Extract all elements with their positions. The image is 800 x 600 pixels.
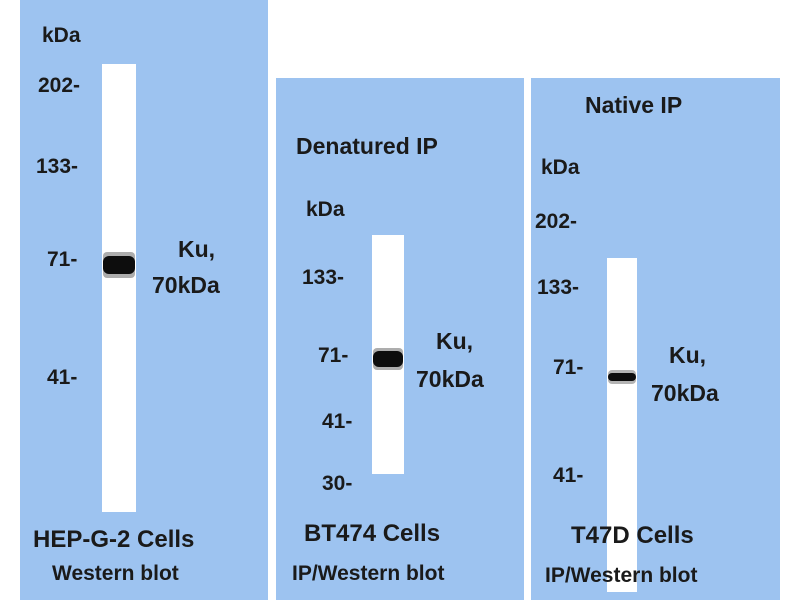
marker-202: 202- [38,74,81,97]
panel-hepg2: kDa 202- 133- 71- 41- Ku, 70kDa HEP-G-2 … [20,0,268,600]
panel-header: Native IP [585,92,683,118]
marker-71: 71- [553,356,584,379]
band-label-ku: Ku, [178,236,216,262]
marker-133: 133- [537,276,580,299]
marker-41: 41- [47,366,78,389]
cell-line-label: BT474 Cells [304,520,441,547]
marker-133: 133- [36,155,79,178]
marker-71: 71- [318,344,349,367]
band-label-kda: 70kDa [152,272,220,298]
method-label: IP/Western blot [292,562,445,585]
ku-band [103,256,135,274]
panel-t47d: Native IP kDa 202- 133- 71- 41- Ku, 70kD… [531,78,780,600]
marker-30: 30- [322,472,353,495]
marker-41: 41- [553,464,584,487]
kda-label: kDa [306,198,345,221]
cell-line-label: HEP-G-2 Cells [33,526,195,553]
band-label-ku: Ku, [669,342,707,368]
ku-band [608,373,636,381]
band-label-kda: 70kDa [651,380,719,406]
kda-label: kDa [541,156,580,179]
marker-202: 202- [535,210,578,233]
kda-label: kDa [42,24,81,47]
panel-bt474: Denatured IP kDa 133- 71- 41- 30- Ku, 70… [276,78,524,600]
method-label: IP/Western blot [545,564,698,587]
panel-header: Denatured IP [296,133,438,159]
band-label-kda: 70kDa [416,366,484,392]
cell-line-label: T47D Cells [571,522,694,549]
method-label: Western blot [52,562,179,585]
blot-lane [102,64,136,512]
blot-lane [607,258,637,592]
marker-71: 71- [47,248,78,271]
band-label-ku: Ku, [436,328,474,354]
ku-band [373,351,403,367]
marker-133: 133- [302,266,345,289]
marker-41: 41- [322,410,353,433]
